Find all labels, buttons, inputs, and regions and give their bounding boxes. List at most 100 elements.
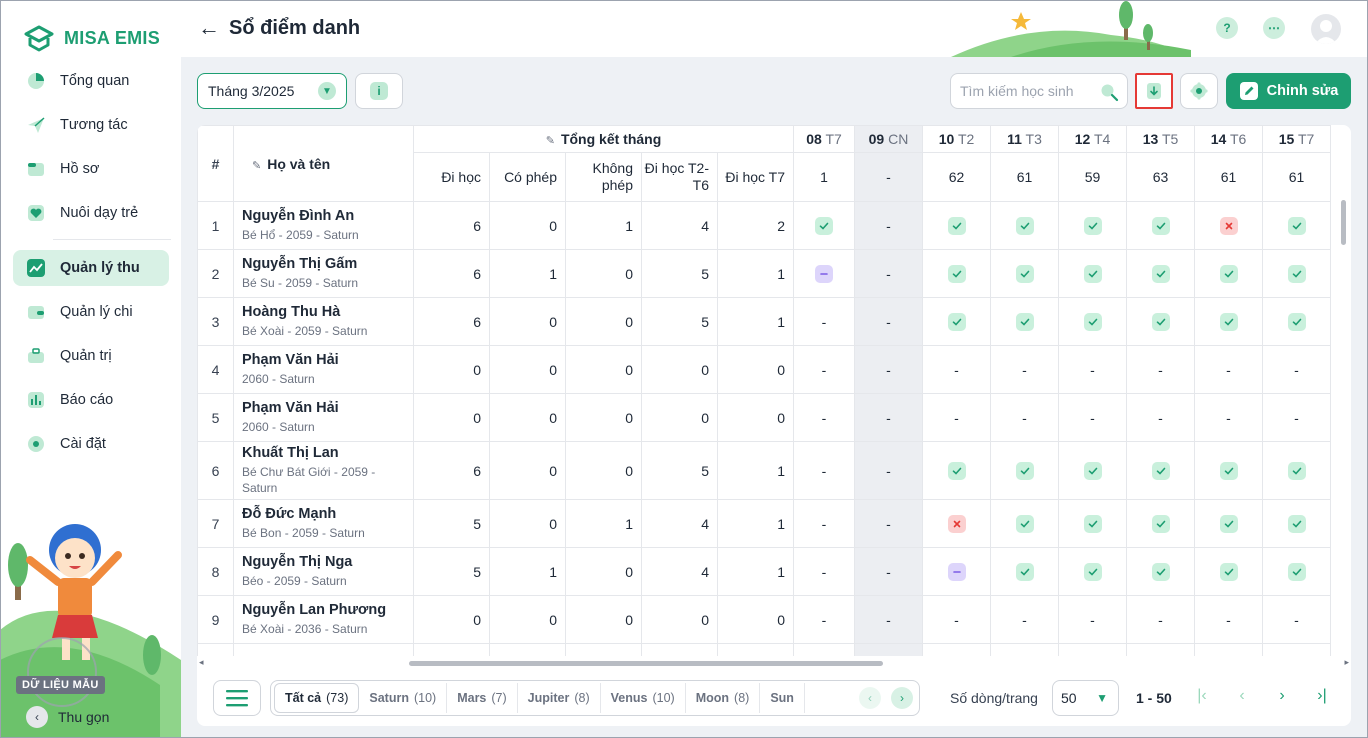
day-cell[interactable]	[1058, 499, 1127, 548]
info-button[interactable]: i	[355, 73, 403, 109]
day-cell[interactable]	[1126, 249, 1195, 298]
check-icon[interactable]	[1015, 461, 1034, 480]
check-icon[interactable]	[1151, 562, 1170, 581]
day-cell[interactable]	[990, 441, 1059, 500]
day-cell[interactable]	[1058, 201, 1127, 250]
back-arrow-icon[interactable]: ←	[198, 15, 220, 40]
day-cell[interactable]	[793, 249, 855, 298]
vertical-scrollbar[interactable]	[1341, 200, 1346, 245]
user-avatar[interactable]	[1311, 14, 1341, 44]
student-name[interactable]: Nguyễn Lan Phương	[242, 602, 387, 618]
collapse-sidebar-button[interactable]: ‹ Thu gọn	[26, 706, 109, 728]
day-cell[interactable]	[1194, 297, 1263, 346]
check-icon[interactable]	[1083, 562, 1102, 581]
check-icon[interactable]	[1015, 312, 1034, 331]
export-button[interactable]	[1135, 73, 1173, 109]
tab-mars[interactable]: Mars (7)	[447, 683, 518, 713]
check-icon[interactable]	[947, 216, 966, 235]
check-icon[interactable]	[1287, 264, 1306, 283]
day-cell[interactable]	[1194, 499, 1263, 548]
day-cell[interactable]	[1126, 297, 1195, 346]
next-page-icon[interactable]: ›	[1279, 687, 1285, 704]
day-cell[interactable]	[1262, 547, 1331, 596]
day-cell[interactable]	[1126, 499, 1195, 548]
search-input[interactable]: Tìm kiếm học sinh	[950, 73, 1128, 109]
day-cell[interactable]	[1058, 249, 1127, 298]
day-cell[interactable]	[1194, 249, 1263, 298]
day-cell[interactable]	[793, 201, 855, 250]
check-icon[interactable]	[1287, 461, 1306, 480]
menu-button[interactable]	[213, 680, 261, 716]
edit-button[interactable]: Chỉnh sửa	[1226, 73, 1351, 109]
day-cell[interactable]	[1126, 547, 1195, 596]
check-icon[interactable]	[1015, 264, 1034, 283]
day-cell[interactable]	[1058, 297, 1127, 346]
day-cell[interactable]	[1194, 201, 1263, 250]
student-name[interactable]: Phạm Văn Hải	[242, 400, 339, 416]
sidebar-item-send[interactable]: Tương tác	[13, 107, 169, 143]
tab-jupiter[interactable]: Jupiter (8)	[518, 683, 601, 713]
sidebar-item-pie-chart[interactable]: Tổng quan	[13, 63, 169, 99]
student-name[interactable]: Nguyễn Thị Nga	[242, 554, 353, 570]
check-icon[interactable]	[1287, 562, 1306, 581]
day-cell[interactable]	[1262, 297, 1331, 346]
check-icon[interactable]	[1287, 216, 1306, 235]
check-icon[interactable]	[815, 216, 833, 235]
prev-page-icon[interactable]: ‹	[1239, 687, 1245, 704]
tab-tất-cả[interactable]: Tất cả (73)	[274, 683, 360, 713]
app-logo[interactable]: MISA EMIS	[22, 24, 160, 52]
tab-prev-icon[interactable]: ‹	[859, 687, 881, 709]
check-icon[interactable]	[1015, 514, 1034, 533]
tab-sun[interactable]: Sun	[760, 683, 805, 713]
day-cell[interactable]	[1058, 547, 1127, 596]
scroll-right-icon[interactable]: ▸	[1344, 657, 1349, 667]
sidebar-item-heart[interactable]: Nuôi dạy trẻ	[13, 195, 169, 231]
sidebar-item-folder[interactable]: Hồ sơ	[13, 151, 169, 187]
student-name[interactable]: Phạm Văn Hải	[242, 352, 339, 368]
day-cell[interactable]	[1262, 201, 1331, 250]
day-cell[interactable]	[990, 499, 1059, 548]
tab-venus[interactable]: Venus (10)	[601, 683, 686, 713]
check-icon[interactable]	[1219, 562, 1238, 581]
first-page-icon[interactable]: |‹	[1197, 687, 1207, 704]
sidebar-item-briefcase[interactable]: Quản trị	[13, 338, 169, 374]
student-name[interactable]: Đỗ Đức Mạnh	[242, 506, 337, 522]
last-page-icon[interactable]: ›|	[1317, 687, 1327, 704]
check-icon[interactable]	[1287, 514, 1306, 533]
day-cell[interactable]	[1126, 201, 1195, 250]
sidebar-item-trend-up[interactable]: Quản lý thu	[13, 250, 169, 286]
check-icon[interactable]	[1219, 514, 1238, 533]
check-icon[interactable]	[947, 264, 966, 283]
permitted-dash-icon[interactable]	[947, 562, 966, 581]
pin-icon[interactable]: ✎	[545, 135, 555, 147]
check-icon[interactable]	[1083, 264, 1102, 283]
day-cell[interactable]	[922, 297, 991, 346]
check-icon[interactable]	[1219, 461, 1238, 480]
sidebar-item-gear[interactable]: Cài đặt	[13, 426, 169, 462]
more-icon[interactable]: ⋯	[1263, 17, 1285, 39]
tab-next-icon[interactable]: ›	[891, 687, 913, 709]
student-name[interactable]: Nguyễn Thị Gấm	[242, 256, 358, 272]
tab-moon[interactable]: Moon (8)	[686, 683, 761, 713]
day-cell[interactable]	[922, 547, 991, 596]
day-cell[interactable]	[1194, 547, 1263, 596]
day-cell[interactable]	[990, 547, 1059, 596]
month-select[interactable]: Tháng 3/2025 ▼	[197, 73, 347, 109]
check-icon[interactable]	[1083, 216, 1102, 235]
settings-button[interactable]	[1180, 73, 1218, 109]
check-icon[interactable]	[1287, 312, 1306, 331]
day-cell[interactable]	[922, 441, 991, 500]
check-icon[interactable]	[1219, 264, 1238, 283]
check-icon[interactable]	[1083, 514, 1102, 533]
check-icon[interactable]	[1151, 312, 1170, 331]
day-cell[interactable]	[922, 499, 991, 548]
horizontal-scroll-thumb[interactable]	[409, 661, 883, 666]
student-name[interactable]: Khuất Thị Lan	[242, 445, 339, 461]
sidebar-item-wallet[interactable]: Quản lý chi	[13, 294, 169, 330]
day-cell[interactable]	[1126, 441, 1195, 500]
check-icon[interactable]	[1083, 312, 1102, 331]
horizontal-scrollbar[interactable]: ◂ ▸	[197, 656, 1351, 670]
day-cell[interactable]	[1194, 441, 1263, 500]
check-icon[interactable]	[1151, 264, 1170, 283]
pin-icon[interactable]: ✎	[252, 159, 262, 172]
